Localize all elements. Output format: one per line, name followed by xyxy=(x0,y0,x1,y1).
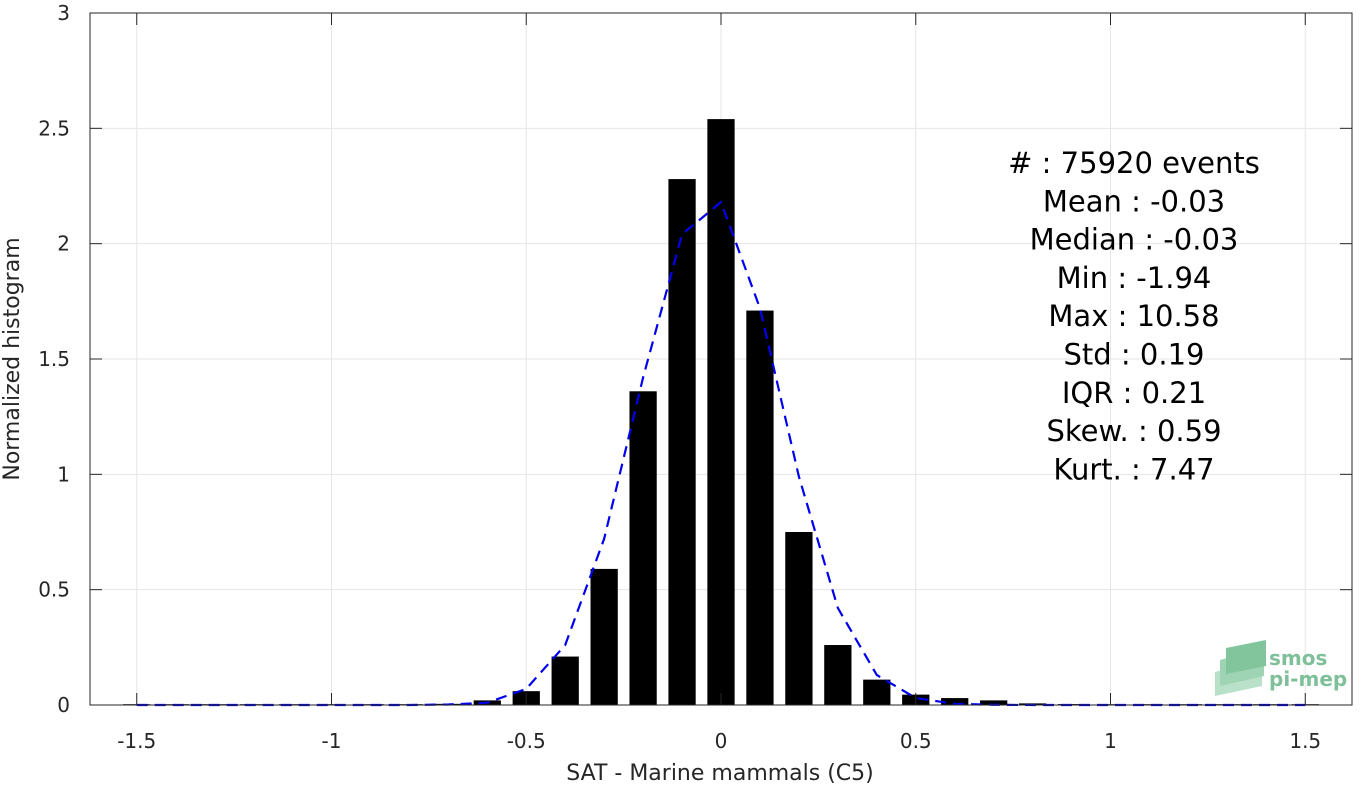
logo-graphic-icon xyxy=(1215,640,1266,696)
y-tick-label: 2.5 xyxy=(38,116,70,140)
x-tick-label: -0.5 xyxy=(507,729,546,753)
histogram-bar xyxy=(941,698,969,705)
x-tick-label: 0.5 xyxy=(900,729,932,753)
histogram-bar xyxy=(707,119,735,705)
stats-line: Median : -0.03 xyxy=(1030,223,1239,257)
histogram-bar xyxy=(980,700,1008,705)
logo-text-pi-mep: pi-mep xyxy=(1269,667,1347,691)
y-tick-label: 3 xyxy=(57,1,70,25)
x-tick-label: 0 xyxy=(715,729,728,753)
y-tick-label: 2 xyxy=(57,232,70,256)
stats-line: Min : -1.94 xyxy=(1057,261,1212,295)
x-tick-label: -1.5 xyxy=(117,729,156,753)
histogram-bar xyxy=(746,310,774,705)
stats-line: Std : 0.19 xyxy=(1064,338,1205,372)
histogram-bars xyxy=(123,119,1319,705)
x-axis-label: SAT - Marine mammals (C5) xyxy=(566,761,874,785)
statistics-annotation: # : 75920 events Mean : -0.03 Median : -0.… xyxy=(1008,146,1260,486)
x-tick-label: 1 xyxy=(1104,729,1117,753)
y-tick-label: 1.5 xyxy=(38,347,70,371)
histogram-bar xyxy=(590,568,618,705)
stats-line: Kurt. : 7.47 xyxy=(1053,452,1214,486)
logo-text-smos: smos xyxy=(1269,646,1327,670)
y-tick-label: 0 xyxy=(57,693,70,717)
histogram-bar xyxy=(551,656,579,705)
histogram-bar xyxy=(863,679,891,705)
stats-line: IQR : 0.21 xyxy=(1062,376,1206,410)
histogram-bar xyxy=(785,532,813,705)
y-tick-label: 0.5 xyxy=(38,578,70,602)
histogram-bar xyxy=(629,391,657,705)
y-tick-labels: 0 0.5 1 1.5 2 2.5 3 xyxy=(38,1,70,717)
y-axis-label: Normalized histogram xyxy=(0,237,25,480)
x-tick-labels: -1.5 -1 -0.5 0 0.5 1 1.5 xyxy=(117,729,1321,753)
x-tick-label: 1.5 xyxy=(1289,729,1321,753)
axes xyxy=(89,12,1353,706)
smos-pi-mep-logo: smos pi-mep xyxy=(1215,640,1347,696)
fit-line xyxy=(136,200,1306,707)
stats-line: Max : 10.58 xyxy=(1048,299,1219,333)
gaussian-fit xyxy=(136,200,1306,707)
y-tick-label: 1 xyxy=(57,462,70,486)
stats-line: Mean : -0.03 xyxy=(1043,184,1225,218)
stats-line: # : 75920 events xyxy=(1008,146,1260,180)
x-tick-label: -1 xyxy=(322,729,342,753)
histogram-bar xyxy=(824,645,852,705)
histogram-bar xyxy=(668,179,696,705)
stats-line: Skew. : 0.59 xyxy=(1046,414,1221,448)
